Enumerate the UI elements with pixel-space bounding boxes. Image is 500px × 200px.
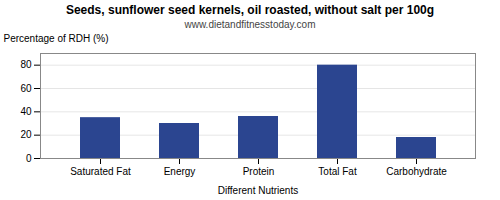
svg-text:20: 20	[20, 129, 32, 140]
svg-text:60: 60	[20, 83, 32, 94]
svg-text:Energy: Energy	[164, 166, 196, 177]
svg-text:Saturated Fat: Saturated Fat	[70, 166, 131, 177]
svg-text:Protein: Protein	[243, 166, 275, 177]
html-text:Seeds, sunflower seed kernels,: Seeds, sunflower seed kernels, oil roast…	[65, 3, 435, 17]
svg-text:Different Nutrients: Different Nutrients	[218, 185, 298, 196]
svg-text:40: 40	[20, 106, 32, 117]
svg-text:80: 80	[20, 59, 32, 70]
svg-text:Total Fat: Total Fat	[318, 166, 357, 177]
svg-text:0: 0	[26, 153, 32, 164]
html-text:www.dietandfitnesstoday.com: www.dietandfitnesstoday.com	[184, 19, 316, 30]
svg-text:Percentage of RDH (%): Percentage of RDH (%)	[4, 33, 109, 44]
svg-text:Carbohydrate: Carbohydrate	[386, 166, 447, 177]
